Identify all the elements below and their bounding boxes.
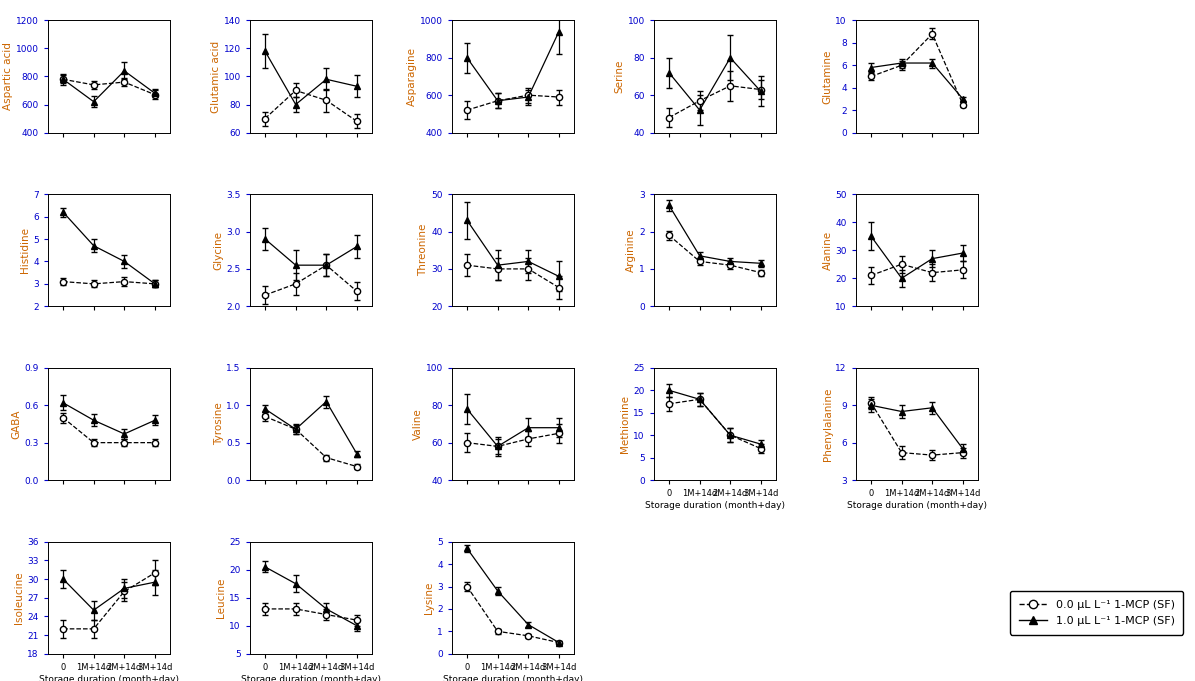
Y-axis label: Isoleucine: Isoleucine	[14, 571, 24, 624]
Y-axis label: Aspartic acid: Aspartic acid	[4, 42, 13, 110]
Y-axis label: Histidine: Histidine	[20, 227, 30, 273]
X-axis label: Storage duration (month+day): Storage duration (month+day)	[645, 501, 785, 510]
Y-axis label: Valine: Valine	[412, 408, 423, 440]
X-axis label: Storage duration (month+day): Storage duration (month+day)	[241, 675, 381, 681]
Y-axis label: Methionine: Methionine	[620, 395, 631, 453]
Y-axis label: Alanine: Alanine	[822, 231, 833, 270]
Y-axis label: GABA: GABA	[12, 409, 22, 439]
Y-axis label: Glycine: Glycine	[214, 231, 223, 270]
X-axis label: Storage duration (month+day): Storage duration (month+day)	[443, 675, 583, 681]
Y-axis label: Phenylalanine: Phenylalanine	[822, 387, 833, 460]
Y-axis label: Glutamic acid: Glutamic acid	[210, 40, 221, 112]
X-axis label: Storage duration (month+day): Storage duration (month+day)	[847, 501, 987, 510]
Y-axis label: Leucine: Leucine	[216, 577, 227, 618]
Y-axis label: Serine: Serine	[614, 60, 625, 93]
X-axis label: Storage duration (month+day): Storage duration (month+day)	[39, 675, 179, 681]
Y-axis label: Glutamine: Glutamine	[822, 49, 833, 104]
Y-axis label: Lysine: Lysine	[424, 582, 434, 614]
Y-axis label: Threonine: Threonine	[418, 224, 429, 276]
Legend: 0.0 μL L⁻¹ 1-MCP (SF), 1.0 μL L⁻¹ 1-MCP (SF): 0.0 μL L⁻¹ 1-MCP (SF), 1.0 μL L⁻¹ 1-MCP …	[1010, 591, 1183, 635]
Y-axis label: Asparagine: Asparagine	[407, 47, 417, 106]
Y-axis label: Arginine: Arginine	[626, 228, 636, 272]
Y-axis label: Tyrosine: Tyrosine	[214, 402, 223, 445]
